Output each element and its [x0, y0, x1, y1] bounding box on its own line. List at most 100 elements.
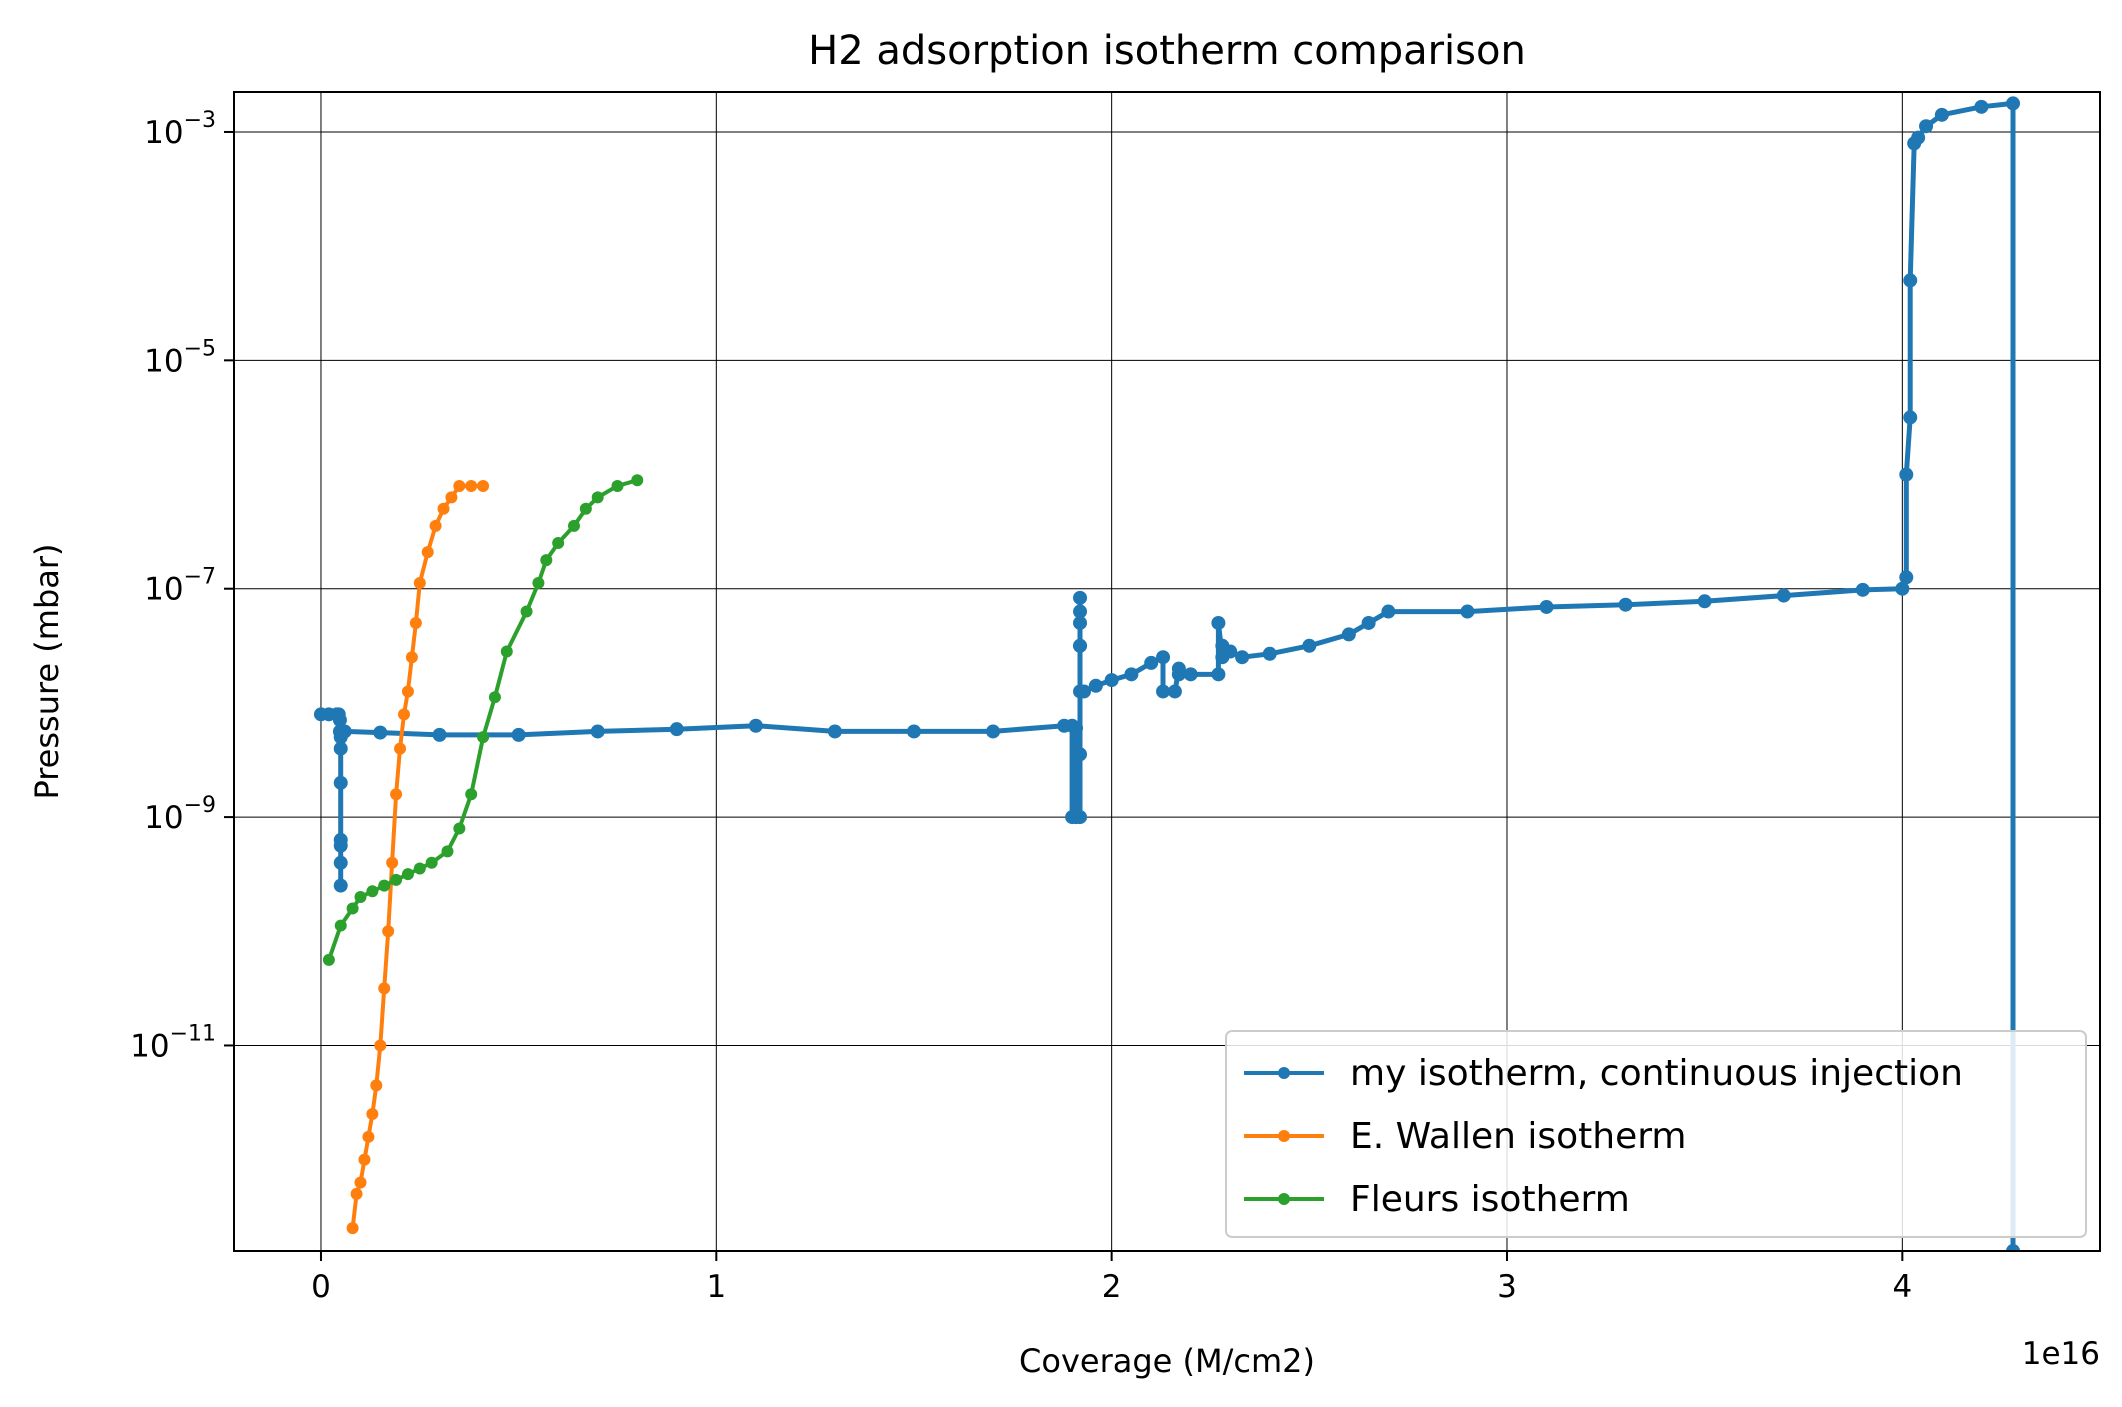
legend-entry: E. Wallen isotherm [1350, 1116, 1687, 1157]
data-point [1211, 615, 1226, 630]
data-point [748, 718, 763, 733]
data-point [1302, 638, 1317, 653]
data-point [2006, 96, 2021, 111]
data-point [362, 1130, 375, 1143]
x-axis-offset-label: 1e16 [2022, 1336, 2100, 1372]
data-point [488, 691, 501, 704]
data-point [453, 822, 466, 835]
data-point [1262, 646, 1277, 661]
y-tick-exponent: −11 [170, 1021, 216, 1046]
data-point [1124, 667, 1139, 682]
data-point [382, 925, 395, 938]
data-point [405, 651, 418, 664]
y-tick-exponent: −5 [184, 336, 216, 361]
data-point [567, 519, 580, 532]
x-tick-label: 4 [1892, 1269, 1912, 1305]
data-point [532, 577, 545, 590]
data-point [1223, 644, 1238, 659]
data-point [1697, 594, 1712, 609]
data-point [373, 725, 388, 740]
data-point [333, 878, 348, 893]
data-point [1899, 570, 1914, 585]
data-point [437, 502, 450, 515]
legend-entry: my isotherm, continuous injection [1350, 1053, 1963, 1094]
data-point [401, 868, 414, 881]
data-point [465, 788, 478, 801]
data-point [1073, 590, 1088, 605]
data-point [378, 982, 391, 995]
data-point [366, 1107, 379, 1120]
y-tick-exponent: −3 [184, 108, 216, 133]
data-point [421, 546, 434, 559]
data-point [511, 727, 526, 742]
chart-title: H2 adsorption isotherm comparison [808, 28, 1526, 74]
data-point [1144, 655, 1159, 670]
data-point [401, 685, 414, 698]
data-point [390, 873, 403, 886]
legend-entry: Fleurs isotherm [1350, 1179, 1630, 1220]
data-point [413, 577, 426, 590]
data-point [1211, 667, 1226, 682]
data-point [1104, 673, 1119, 688]
data-point [631, 474, 644, 487]
data-point [394, 742, 407, 755]
data-point [358, 1153, 371, 1166]
y-tick-base: 10 [144, 800, 183, 836]
data-point [370, 1079, 383, 1092]
data-point [465, 479, 478, 492]
data-point [827, 724, 842, 739]
data-point [500, 645, 513, 658]
data-point [378, 879, 391, 892]
data-point [333, 741, 348, 756]
plot-frame [233, 91, 2101, 1252]
y-tick-base: 10 [144, 115, 183, 151]
y-tick-label: 10−5 [144, 336, 216, 379]
data-point [441, 845, 454, 858]
data-point [1855, 582, 1870, 597]
data-point [1171, 667, 1186, 682]
data-point [1156, 684, 1171, 699]
data-point [1073, 638, 1088, 653]
data-point [477, 731, 490, 744]
data-point [346, 902, 359, 915]
x-tick-label: 0 [311, 1269, 331, 1305]
data-point [445, 491, 458, 504]
data-point [1235, 650, 1250, 665]
y-tick-base: 10 [130, 1028, 169, 1064]
data-point [477, 479, 490, 492]
legend-swatch-marker [1278, 1130, 1290, 1142]
data-point [552, 537, 565, 550]
data-point [453, 479, 466, 492]
data-point [346, 1222, 359, 1235]
data-point [390, 788, 403, 801]
data-point [1618, 597, 1633, 612]
data-point [322, 953, 335, 966]
x-tick-label: 3 [1497, 1269, 1517, 1305]
axis-ticks: 0 1 2 3 410−310−510−710−910−11 [130, 108, 1912, 1305]
data-point [590, 724, 605, 739]
x-tick-label: 1 [706, 1269, 726, 1305]
data-point [1183, 667, 1198, 682]
data-point [1156, 650, 1171, 665]
y-tick-label: 10−11 [130, 1021, 216, 1064]
data-point [1911, 130, 1926, 145]
legend-box [1225, 1030, 2087, 1238]
data-point [333, 855, 348, 870]
y-tick-exponent: −9 [184, 793, 216, 818]
data-point [1919, 119, 1934, 134]
data-point [1073, 615, 1088, 630]
data-point [540, 554, 553, 567]
data-point [986, 724, 1001, 739]
data-point [397, 708, 410, 721]
data-point [333, 775, 348, 790]
data-point [409, 616, 422, 629]
data-point [1069, 721, 1084, 736]
data-point [1460, 604, 1475, 619]
data-point [611, 479, 624, 492]
data-point [1088, 678, 1103, 693]
x-tick-label: 2 [1102, 1269, 1122, 1305]
data-point [579, 502, 592, 515]
y-tick-label: 10−9 [144, 793, 216, 836]
data-point [1381, 604, 1396, 619]
